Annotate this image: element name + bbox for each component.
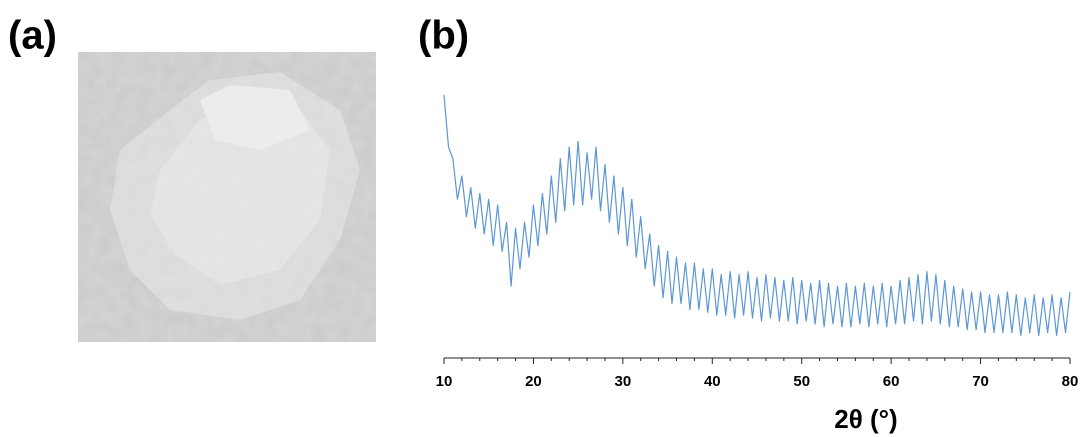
x-tick-label: 20	[525, 373, 542, 390]
x-tick-label: 40	[704, 373, 721, 390]
x-tick-label: 50	[793, 373, 810, 390]
xrd-line	[443, 94, 1071, 337]
panel-label: (a)	[8, 14, 57, 58]
x-tick-label: 70	[972, 373, 989, 390]
x-axis-label: 2θ (°)	[834, 404, 897, 434]
x-tick-label: 30	[615, 373, 632, 390]
x-tick-label: 80	[1062, 373, 1079, 390]
x-tick-label: 10	[436, 373, 453, 390]
photo	[78, 52, 376, 342]
panel-label: (b)	[418, 14, 469, 58]
x-tick-label: 60	[883, 373, 900, 390]
